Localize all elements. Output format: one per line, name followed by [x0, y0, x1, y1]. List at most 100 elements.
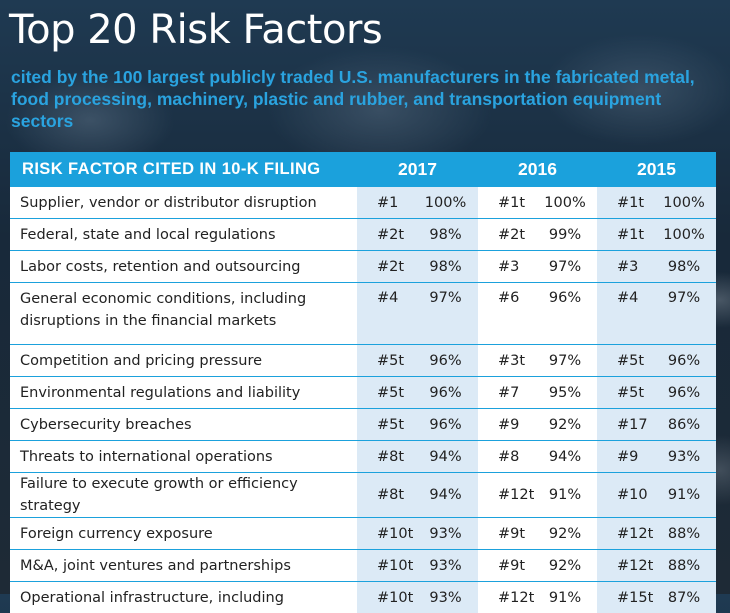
rank-2015-cell: #3	[597, 251, 652, 283]
table-row: Cybersecurity breaches #5t 96% #9 92% #1…	[10, 409, 716, 441]
percent-2016-cell: 97%	[533, 251, 597, 283]
percent-2016-cell: 97%	[533, 345, 597, 377]
percent-2015-cell: 100%	[652, 187, 716, 219]
rank-2015-cell: #10	[597, 473, 652, 518]
risk-factor-line: General economic conditions, including	[20, 288, 357, 310]
table-row: M&A, joint ventures and partnerships #10…	[10, 550, 716, 582]
rank-2017-cell: #8t	[357, 473, 413, 518]
risk-factor-cell: Failure to execute growth or efficiency …	[10, 473, 357, 518]
page-subtitle: cited by the 100 largest publicly traded…	[11, 66, 711, 132]
percent-2015-cell: 100%	[652, 219, 716, 251]
table-row: Threats to international operations #8t …	[10, 441, 716, 473]
percent-2016-cell: 92%	[533, 518, 597, 550]
percent-2015-cell: 91%	[652, 473, 716, 518]
rank-2017-cell: #5t	[357, 377, 413, 409]
risk-factor-cell: M&A, joint ventures and partnerships	[10, 550, 357, 582]
percent-2017-cell: 100%	[413, 187, 478, 219]
percent-2017-cell: 94%	[413, 441, 478, 473]
risk-factor-cell: Federal, state and local regulations	[10, 219, 357, 251]
rank-2017-cell: #5t	[357, 409, 413, 441]
percent-2015-cell: 93%	[652, 441, 716, 473]
percent-2017-cell: 94%	[413, 473, 478, 518]
rank-2017-cell: #2t	[357, 219, 413, 251]
rank-2015-cell: #12t	[597, 550, 652, 582]
percent-2015-cell: 96%	[652, 377, 716, 409]
risk-factors-table: RISK FACTOR CITED IN 10-K FILING 2017 20…	[10, 152, 716, 613]
risk-factor-cell: Labor costs, retention and outsourcing	[10, 251, 357, 283]
percent-2015-cell: 97%	[652, 283, 716, 345]
table-header-row: RISK FACTOR CITED IN 10-K FILING 2017 20…	[10, 152, 716, 187]
percent-2016-cell: 92%	[533, 550, 597, 582]
rank-2016-cell: #2t	[478, 219, 533, 251]
rank-2017-cell: #5t	[357, 345, 413, 377]
percent-2015-cell: 88%	[652, 518, 716, 550]
percent-2016-cell: 94%	[533, 441, 597, 473]
rank-2017-cell: #4	[357, 283, 413, 345]
page-title: Top 20 Risk Factors	[9, 2, 382, 58]
rank-2016-cell: #8	[478, 441, 533, 473]
percent-2017-cell: 96%	[413, 409, 478, 441]
table-row: Foreign currency exposure #10t 93% #9t 9…	[10, 518, 716, 550]
percent-2017-cell: 98%	[413, 251, 478, 283]
rank-2015-cell: #1t	[597, 219, 652, 251]
table-row: Environmental regulations and liability …	[10, 377, 716, 409]
rank-2016-cell: #7	[478, 377, 533, 409]
rank-2015-cell: #17	[597, 409, 652, 441]
risk-factor-cell: Operational infrastructure, including	[10, 582, 357, 613]
percent-2015-cell: 98%	[652, 251, 716, 283]
rank-2017-cell: #8t	[357, 441, 413, 473]
rank-2016-cell: #9	[478, 409, 533, 441]
percent-2015-cell: 87%	[652, 582, 716, 613]
table-row: Labor costs, retention and outsourcing #…	[10, 251, 716, 283]
rank-2015-cell: #15t	[597, 582, 652, 613]
rank-2016-cell: #3t	[478, 345, 533, 377]
rank-2017-cell: #1	[357, 187, 413, 219]
percent-2016-cell: 99%	[533, 219, 597, 251]
table-row: Federal, state and local regulations #2t…	[10, 219, 716, 251]
table-row: Failure to execute growth or efficiency …	[10, 473, 716, 518]
table-row: Operational infrastructure, including #1…	[10, 582, 716, 613]
risk-factor-cell: General economic conditions, including d…	[10, 283, 357, 345]
rank-2016-cell: #1t	[478, 187, 533, 219]
rank-2017-cell: #10t	[357, 582, 413, 613]
rank-2015-cell: #5t	[597, 345, 652, 377]
percent-2016-cell: 100%	[533, 187, 597, 219]
column-header-2017: 2017	[357, 152, 478, 187]
risk-factor-cell: Cybersecurity breaches	[10, 409, 357, 441]
percent-2016-cell: 95%	[533, 377, 597, 409]
percent-2017-cell: 96%	[413, 377, 478, 409]
percent-2017-cell: 97%	[413, 283, 478, 345]
risk-factor-cell: Threats to international operations	[10, 441, 357, 473]
rank-2015-cell: #12t	[597, 518, 652, 550]
column-header-2016: 2016	[478, 152, 597, 187]
column-header-2015: 2015	[597, 152, 716, 187]
percent-2016-cell: 92%	[533, 409, 597, 441]
rank-2017-cell: #2t	[357, 251, 413, 283]
rank-2015-cell: #5t	[597, 377, 652, 409]
percent-2017-cell: 96%	[413, 345, 478, 377]
rank-2016-cell: #9t	[478, 518, 533, 550]
percent-2017-cell: 93%	[413, 550, 478, 582]
rank-2017-cell: #10t	[357, 550, 413, 582]
table-row: Supplier, vendor or distributor disrupti…	[10, 187, 716, 219]
risk-factor-cell: Competition and pricing pressure	[10, 345, 357, 377]
percent-2015-cell: 96%	[652, 345, 716, 377]
percent-2017-cell: 93%	[413, 518, 478, 550]
percent-2016-cell: 91%	[533, 473, 597, 518]
risk-factor-cell: Supplier, vendor or distributor disrupti…	[10, 187, 357, 219]
risk-factor-line: disruptions in the financial markets	[20, 310, 357, 332]
risk-factor-cell: Foreign currency exposure	[10, 518, 357, 550]
rank-2016-cell: #12t	[478, 473, 533, 518]
percent-2017-cell: 93%	[413, 582, 478, 613]
percent-2015-cell: 88%	[652, 550, 716, 582]
rank-2015-cell: #1t	[597, 187, 652, 219]
rank-2016-cell: #3	[478, 251, 533, 283]
table-row: Competition and pricing pressure #5t 96%…	[10, 345, 716, 377]
percent-2016-cell: 91%	[533, 582, 597, 613]
table-row: General economic conditions, including d…	[10, 283, 716, 345]
percent-2017-cell: 98%	[413, 219, 478, 251]
percent-2016-cell: 96%	[533, 283, 597, 345]
percent-2015-cell: 86%	[652, 409, 716, 441]
risk-factor-cell: Environmental regulations and liability	[10, 377, 357, 409]
rank-2017-cell: #10t	[357, 518, 413, 550]
